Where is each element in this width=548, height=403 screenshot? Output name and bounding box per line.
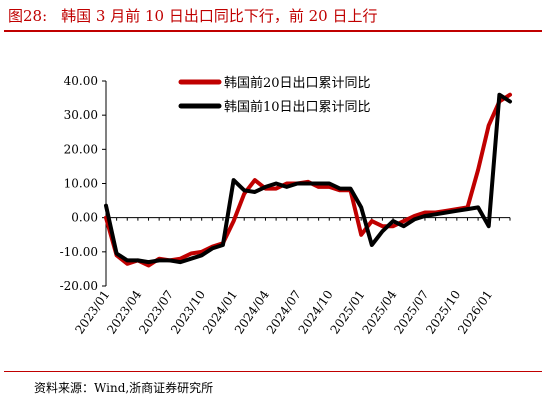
footer-divider xyxy=(4,371,542,372)
figure-title: 图28: 韩国 3 月前 10 日出口同比下行，前 20 日上行 xyxy=(8,4,540,28)
figure-label: 图28: xyxy=(8,7,48,25)
y-tick-label: 20.00 xyxy=(64,142,98,156)
title-divider xyxy=(4,30,542,32)
series-line-1 xyxy=(104,92,512,268)
legend-label-2: 韩国前10日出口累计同比 xyxy=(224,99,371,115)
y-tick-label: 40.00 xyxy=(64,74,98,88)
line-chart: 40.0030.0020.0010.000.00-10.00-20.002023… xyxy=(60,74,512,337)
y-tick-label: -10.00 xyxy=(60,245,98,259)
series-line-2 xyxy=(104,92,512,265)
source-note: 资料来源：Wind,浙商证券研究所 xyxy=(34,381,214,395)
y-tick-label: -20.00 xyxy=(60,279,98,293)
legend-label-1: 韩国前20日出口累计同比 xyxy=(224,75,371,91)
y-tick-label: 10.00 xyxy=(64,177,98,191)
figure-title-text: 韩国 3 月前 10 日出口同比下行，前 20 日上行 xyxy=(61,7,378,25)
y-tick-label: 30.00 xyxy=(64,108,98,122)
y-tick-label: 0.00 xyxy=(71,211,98,225)
